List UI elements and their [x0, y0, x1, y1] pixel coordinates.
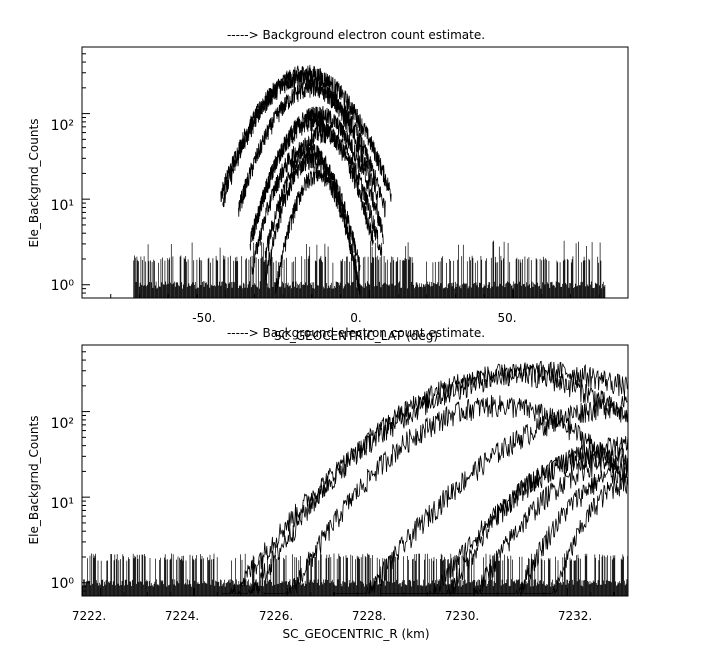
series-line — [237, 79, 386, 218]
series-line — [274, 165, 361, 296]
series-line — [264, 150, 359, 290]
panel-2-x-tick-label: 7232. — [558, 609, 592, 623]
series-line — [334, 395, 628, 594]
panel-2-x-axis-label: SC_GEOCENTRIC_R (km) — [283, 627, 430, 641]
panel-2-y-tick-label: 10² — [51, 416, 74, 432]
series-line — [520, 472, 629, 595]
series-line — [222, 70, 379, 208]
series-line — [264, 124, 382, 260]
panel-2-traces — [81, 360, 629, 596]
panel-2-ticks — [82, 344, 615, 597]
panel-2-y-tick-label: 10¹ — [51, 496, 74, 512]
series-line — [474, 462, 628, 594]
panel-2-x-tick-label: 7230. — [445, 609, 479, 623]
panel-2: -----> Background electron count estimat… — [27, 326, 629, 641]
panel-1-ticks — [81, 46, 629, 299]
series-line — [427, 446, 628, 594]
panel-2-frame — [81, 344, 629, 597]
baseline-noise — [133, 240, 606, 298]
panel-2-x-tick-label: 7222. — [72, 609, 106, 623]
panel-1-x-tick-label: -50. — [192, 311, 215, 325]
panel-2-x-tick-label: 7224. — [165, 609, 199, 623]
panel-1-y-axis-label: Ele_Backgrnd_Counts — [27, 119, 41, 248]
series-line — [251, 140, 361, 275]
series-line — [222, 360, 628, 594]
panel-1-y-tick-label: 10² — [51, 118, 74, 134]
panel-1-y-tick-label: 10¹ — [51, 198, 74, 214]
series-line — [404, 448, 628, 594]
panel-1-x-axis-label: SC_GEOCENTRIC_LAT (deg) — [274, 329, 438, 343]
series-line — [264, 395, 628, 594]
panel-2-y-tick-label: 10⁰ — [51, 576, 75, 592]
panel-1-frame — [81, 46, 629, 299]
panel-1-title: -----> Background electron count estimat… — [227, 28, 485, 42]
panel-2-y-axis-label: Ele_Backgrnd_Counts — [27, 416, 41, 545]
panel-1: -----> Background electron count estimat… — [27, 28, 629, 343]
baseline-noise — [81, 553, 628, 596]
panel-1-traces — [133, 64, 606, 298]
panel-2-x-tick-label: 7226. — [259, 609, 293, 623]
series-line — [240, 363, 629, 594]
panel-1-x-tick-label: 0. — [350, 311, 361, 325]
panel-2-x-tick-label: 7228. — [352, 609, 386, 623]
panel-1-x-tick-label: 50. — [497, 311, 516, 325]
panel-1-y-tick-label: 10⁰ — [51, 278, 75, 294]
panel-2-title: -----> Background electron count estimat… — [227, 326, 485, 340]
